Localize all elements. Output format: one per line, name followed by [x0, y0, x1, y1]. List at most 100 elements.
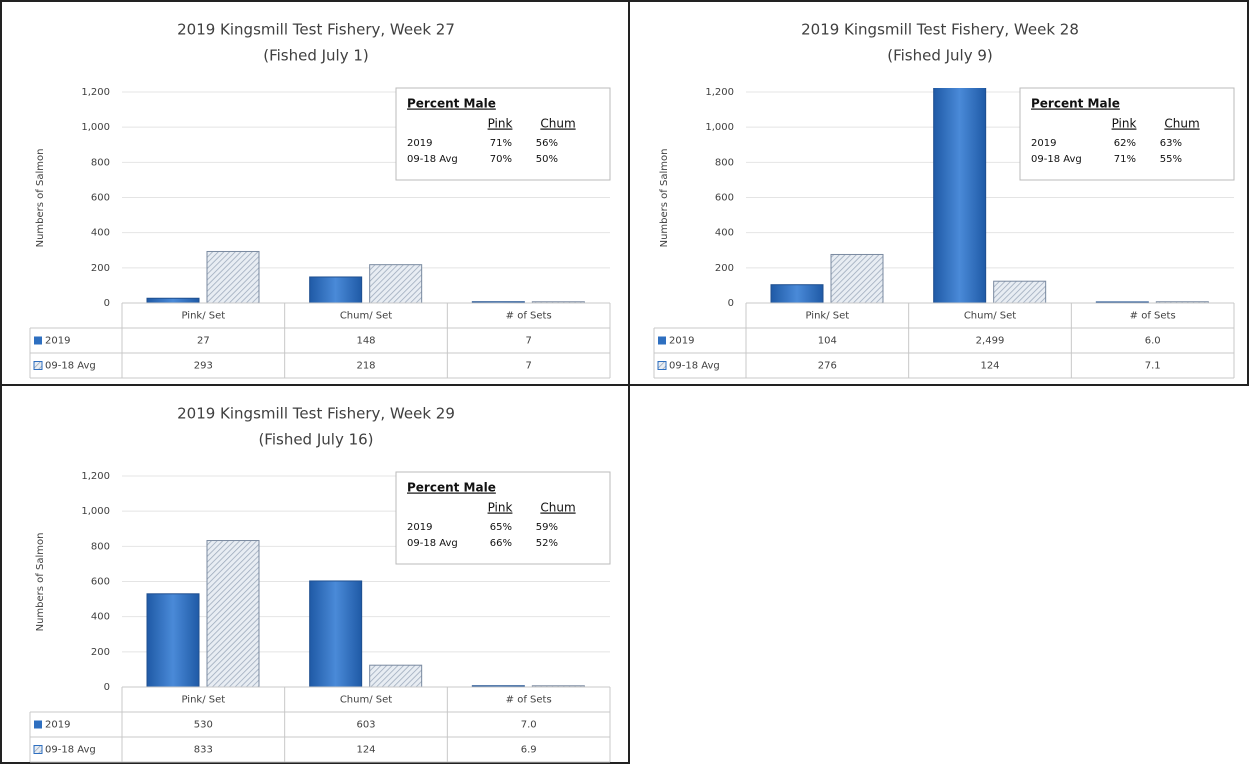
inset-value: 50%	[536, 154, 558, 165]
table-value: 7.0	[521, 720, 537, 731]
bar	[369, 264, 423, 304]
legend-label: 2019	[45, 720, 70, 731]
table-value: 293	[194, 361, 213, 372]
y-tick-label: 800	[91, 157, 110, 168]
inset-title: Percent Male	[407, 97, 496, 111]
y-tick-label: 200	[91, 263, 110, 274]
inset-column: Pink	[488, 501, 513, 515]
legend-label: 09-18 Avg	[669, 361, 720, 372]
y-tick-label: 200	[715, 263, 734, 274]
inset-row-label: 2019	[1031, 138, 1056, 149]
y-tick-label: 400	[91, 228, 110, 239]
y-tick-label: 200	[91, 647, 110, 658]
inset-title: Percent Male	[1031, 97, 1120, 111]
bar	[830, 253, 884, 304]
category-label: # of Sets	[506, 311, 552, 322]
inset-value: 71%	[490, 138, 512, 149]
inset-column: Chum	[1164, 117, 1199, 131]
y-tick-label: 1,200	[705, 87, 734, 98]
inset-column: Chum	[540, 501, 575, 515]
table-value: 603	[356, 720, 375, 731]
chart-title: 2019 Kingsmill Test Fishery, Week 28	[801, 21, 1079, 39]
y-tick-label: 600	[715, 193, 734, 204]
inset-value: 71%	[1114, 154, 1136, 165]
bar	[770, 284, 824, 304]
y-tick-label: 0	[104, 682, 110, 693]
category-label: Pink/ Set	[181, 695, 225, 706]
inset-value: 55%	[1160, 154, 1182, 165]
category-label: # of Sets	[1130, 311, 1176, 322]
legend-label: 2019	[669, 336, 694, 347]
inset-row-label: 2019	[407, 522, 432, 533]
table-value: 530	[194, 720, 213, 731]
table-value: 2,499	[976, 336, 1005, 347]
bar	[146, 593, 200, 688]
table-value: 104	[818, 336, 837, 347]
y-tick-label: 600	[91, 577, 110, 588]
inset-title: Percent Male	[407, 481, 496, 495]
inset-column: Pink	[1112, 117, 1137, 131]
legend-swatch	[657, 361, 667, 370]
legend-swatch	[33, 361, 43, 370]
chart-panel: 2019 Kingsmill Test Fishery, Week 27 (Fis…	[29, 21, 611, 379]
y-tick-label: 800	[91, 541, 110, 552]
panel-border	[0, 384, 630, 764]
bar	[146, 297, 200, 304]
legend-label: 2019	[45, 336, 70, 347]
y-tick-label: 1,000	[81, 122, 110, 133]
table-value: 7	[525, 336, 531, 347]
bar	[933, 88, 987, 304]
category-label: Chum/ Set	[340, 695, 392, 706]
chart-panel: 2019 Kingsmill Test Fishery, Week 29 (Fis…	[29, 405, 611, 763]
chart-subtitle: (Fished July 9)	[887, 47, 993, 65]
legend-swatch	[33, 745, 43, 754]
bar	[206, 250, 260, 304]
table-value: 7.1	[1145, 361, 1161, 372]
legend-swatch	[34, 336, 42, 345]
inset-value: 70%	[490, 154, 512, 165]
y-tick-label: 400	[91, 612, 110, 623]
legend-swatch	[34, 720, 42, 729]
category-label: Chum/ Set	[964, 311, 1016, 322]
legend-swatch	[658, 336, 666, 345]
table-value: 124	[356, 745, 375, 756]
category-label: Chum/ Set	[340, 311, 392, 322]
y-tick-label: 1,000	[81, 506, 110, 517]
chart-subtitle: (Fished July 16)	[258, 431, 373, 449]
table-value: 27	[197, 336, 210, 347]
plot-area	[146, 540, 585, 688]
inset-value: 52%	[536, 538, 558, 549]
table-value: 6.9	[521, 745, 537, 756]
chart-title: 2019 Kingsmill Test Fishery, Week 27	[177, 21, 455, 39]
inset-box	[395, 87, 611, 181]
legend-label: 09-18 Avg	[45, 361, 96, 372]
y-axis-label: Numbers of Salmon	[659, 149, 670, 248]
table-value: 124	[980, 361, 999, 372]
category-label: # of Sets	[506, 695, 552, 706]
panel-border	[628, 0, 1249, 386]
y-tick-label: 1,200	[81, 87, 110, 98]
table-value: 148	[356, 336, 375, 347]
inset-value: 62%	[1114, 138, 1136, 149]
inset-row-label: 09-18 Avg	[1031, 154, 1082, 165]
plot-area	[146, 250, 585, 304]
inset-box	[1019, 87, 1235, 181]
legend-label: 09-18 Avg	[45, 745, 96, 756]
y-tick-label: 1,200	[81, 471, 110, 482]
y-tick-label: 400	[715, 228, 734, 239]
inset-value: 59%	[536, 522, 558, 533]
category-label: Pink/ Set	[805, 311, 849, 322]
inset-value: 65%	[490, 522, 512, 533]
inset-value: 66%	[490, 538, 512, 549]
table-value: 833	[194, 745, 213, 756]
y-axis-label: Numbers of Salmon	[35, 533, 46, 632]
inset-value: 56%	[536, 138, 558, 149]
table-value: 276	[818, 361, 837, 372]
table-value: 7	[525, 361, 531, 372]
inset-column: Chum	[540, 117, 575, 131]
inset-box	[395, 471, 611, 565]
bar	[206, 540, 260, 688]
table-value: 6.0	[1145, 336, 1161, 347]
y-axis-label: Numbers of Salmon	[35, 149, 46, 248]
